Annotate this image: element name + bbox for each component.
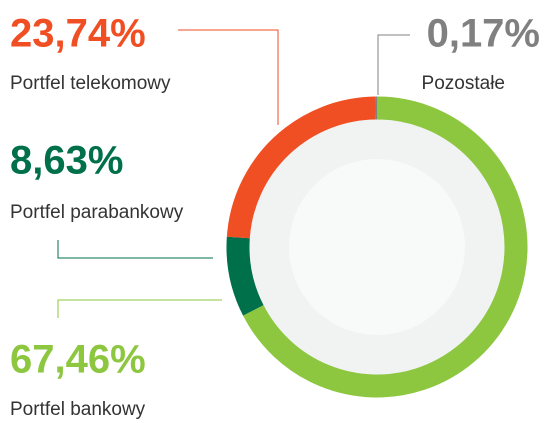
donut-segment <box>226 96 376 239</box>
leader-line <box>178 29 279 125</box>
value-label: 0,17% <box>427 12 540 56</box>
donut-center <box>289 159 465 335</box>
category-label: Portfel telekomowy <box>10 73 171 94</box>
category-label: Portfel parabankowy <box>10 202 184 223</box>
value-label: 8,63% <box>10 139 123 183</box>
donut-segment <box>226 236 264 316</box>
leader-line <box>377 34 410 95</box>
leader-line <box>57 240 213 259</box>
value-label: 67,46% <box>10 338 146 382</box>
category-label: Pozostałe <box>422 73 505 94</box>
category-label: Portfel bankowy <box>10 399 146 420</box>
leader-line <box>57 299 222 318</box>
value-label: 23,74% <box>10 12 146 56</box>
donut-segment <box>243 96 528 398</box>
